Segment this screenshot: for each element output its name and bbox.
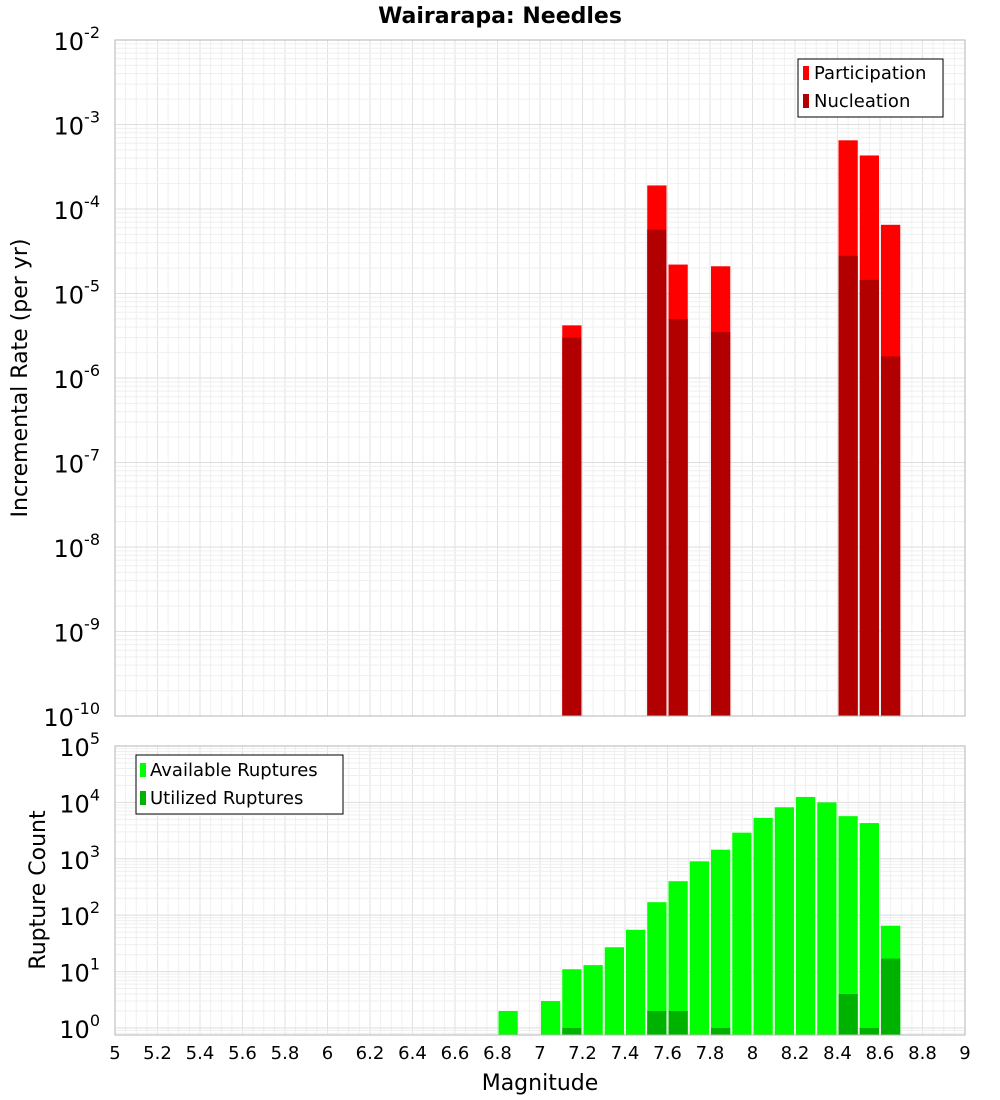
- x-tick-label: 9: [959, 1043, 970, 1064]
- legend-label-utilized: Utilized Ruptures: [150, 788, 303, 809]
- count-bar-b: [647, 1010, 667, 1035]
- bottom-y-tick-label: 101: [59, 955, 100, 988]
- x-tick-label: 8.4: [823, 1043, 852, 1064]
- x-tick-label: 6.8: [483, 1043, 512, 1064]
- top-y-tick-label: 10-9: [54, 615, 101, 648]
- x-tick-label: 7.2: [568, 1043, 597, 1064]
- count-bar-a: [689, 861, 709, 1035]
- count-bar-a: [498, 1010, 518, 1035]
- top-grid: [114, 39, 966, 717]
- bottom-y-tick-labels: 100 101 102 103 104 105: [59, 729, 100, 1044]
- rate-bar-b: [647, 229, 667, 716]
- count-bar-b: [881, 958, 901, 1035]
- count-bar-a: [583, 965, 603, 1035]
- x-tick-label: 8.8: [908, 1043, 937, 1064]
- count-bar-b: [562, 1027, 582, 1035]
- x-tick-label: 8: [747, 1043, 758, 1064]
- rate-bar-b: [838, 255, 858, 716]
- bottom-legend-box: [135, 754, 344, 815]
- top-y-tick-label: 10-5: [54, 277, 101, 310]
- bottom-y-tick-label: 103: [59, 842, 100, 875]
- chart-title: Wairarapa: Needles: [378, 4, 622, 29]
- count-bar-b: [859, 1027, 879, 1035]
- x-tick-label: 6.4: [398, 1043, 427, 1064]
- legend-label-participation: Participation: [814, 63, 926, 84]
- count-bar-a: [626, 929, 646, 1035]
- count-bar-a: [668, 881, 688, 1035]
- legend-swatch-utilized: [140, 791, 146, 805]
- count-bar-a: [541, 1001, 561, 1035]
- bottom-bars: [498, 796, 901, 1035]
- x-tick-label: 5.8: [271, 1043, 300, 1064]
- x-tick-label: 6: [322, 1043, 333, 1064]
- bottom-y-tick-label: 100: [59, 1011, 100, 1044]
- top-y-tick-label: 10-2: [54, 23, 101, 56]
- x-tick-label: 6.2: [356, 1043, 385, 1064]
- x-tick-labels: 5 5.2 5.4 5.6 5.8 6 6.2 6.4 6.6 6.8 7 7.2 7.4 7.6 7.8 8…: [109, 1043, 970, 1064]
- count-bar-b: [711, 1027, 731, 1035]
- bottom-y-axis-label: Rupture Count: [26, 810, 51, 970]
- x-tick-label: 5: [109, 1043, 120, 1064]
- bottom-y-tick-label: 104: [59, 785, 100, 818]
- count-bar-a: [796, 796, 816, 1035]
- count-bar-a: [753, 817, 773, 1035]
- top-y-tick-label: 10-6: [54, 361, 101, 394]
- count-bar-a: [732, 832, 752, 1035]
- x-tick-label: 5.2: [143, 1043, 172, 1064]
- bottom-legend: Available Ruptures Utilized Ruptures: [135, 754, 344, 815]
- x-tick-label: 6.6: [441, 1043, 470, 1064]
- top-y-tick-label: 10-8: [54, 530, 101, 563]
- legend-label-available: Available Ruptures: [150, 760, 318, 781]
- x-tick-label: 7.6: [653, 1043, 682, 1064]
- count-bar-a: [562, 969, 582, 1035]
- count-bar-a: [859, 823, 879, 1035]
- x-tick-label: 7: [534, 1043, 545, 1064]
- count-bar-a: [774, 807, 794, 1035]
- x-tick-label: 8.2: [781, 1043, 810, 1064]
- top-bars: [562, 140, 901, 717]
- x-tick-label: 7.4: [611, 1043, 640, 1064]
- bottom-plot-frame: [114, 745, 966, 1036]
- rate-bar-b: [668, 318, 688, 716]
- top-y-tick-labels: 10-10 10-9 10-8 10-7 10-6 10-5 10-4 10-3 10-2: [43, 23, 100, 732]
- x-tick-label: 5.6: [228, 1043, 257, 1064]
- legend-label-nucleation: Nucleation: [814, 91, 910, 112]
- count-bar-b: [668, 1010, 688, 1035]
- rate-bar-b: [859, 279, 879, 716]
- top-y-tick-label: 10-7: [54, 446, 101, 479]
- legend-swatch-participation: [803, 66, 809, 80]
- top-y-tick-label: 10-4: [54, 192, 101, 225]
- top-y-tick-label: 10-10: [43, 699, 100, 732]
- rate-bar-b: [562, 337, 582, 716]
- x-tick-label: 8.6: [866, 1043, 895, 1064]
- bottom-plot-panel: 100 101 102 103 104 105 5 5.2 5.4 5.6 5.8 6 6.2 6.4 6…: [26, 729, 971, 1096]
- top-y-axis-label: Incremental Rate (per yr): [8, 239, 33, 518]
- top-legend-box: [797, 58, 944, 118]
- legend-swatch-nucleation: [803, 94, 809, 108]
- count-bar-b: [838, 994, 858, 1035]
- x-tick-label: 5.4: [186, 1043, 215, 1064]
- top-legend: Participation Nucleation: [797, 58, 944, 118]
- bottom-y-tick-label: 102: [59, 898, 100, 931]
- top-y-tick-label: 10-3: [54, 108, 101, 141]
- count-bar-a: [604, 947, 624, 1035]
- bottom-y-tick-label: 105: [59, 729, 100, 762]
- top-plot-frame: [114, 39, 966, 717]
- legend-swatch-available: [140, 763, 146, 777]
- x-tick-label: 7.8: [696, 1043, 725, 1064]
- count-bar-a: [711, 849, 731, 1035]
- x-axis-label: Magnitude: [482, 1071, 599, 1096]
- count-bar-a: [838, 816, 858, 1035]
- rate-bar-b: [881, 356, 901, 716]
- count-bar-a: [647, 902, 667, 1035]
- top-plot-panel: 10-10 10-9 10-8 10-7 10-6 10-5 10-4 10-3 10-2 In…: [8, 23, 966, 732]
- rate-bar-b: [711, 332, 731, 716]
- count-bar-a: [817, 802, 837, 1035]
